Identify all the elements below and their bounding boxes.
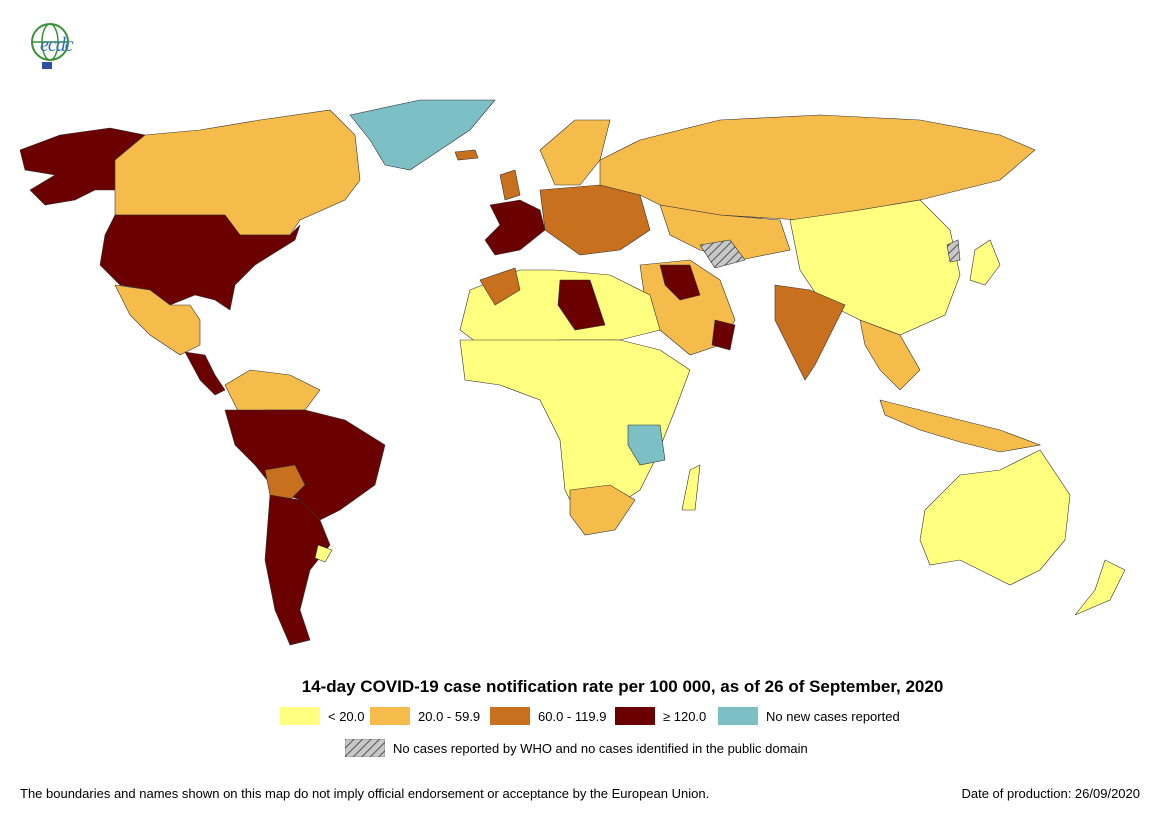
legend-item-no-data: No cases reported by WHO and no cases id…	[345, 739, 808, 757]
legend-swatch	[280, 707, 320, 725]
region-indonesia	[879, 399, 1042, 453]
region-southeast-asia	[859, 319, 921, 391]
country-greenland	[349, 99, 496, 171]
country-russia	[599, 114, 1036, 221]
legend-item: ≥ 120.0	[615, 707, 706, 725]
country-tanzania	[627, 424, 666, 466]
country-madagascar	[681, 464, 701, 511]
country-bolivia	[264, 464, 306, 501]
production-date: Date of production: 26/09/2020	[961, 786, 1140, 801]
country-uruguay	[314, 544, 333, 563]
hatch-swatch	[345, 739, 385, 757]
country-usa	[99, 214, 301, 311]
country-mexico	[114, 284, 201, 356]
country-iraq	[659, 264, 701, 301]
country-japan	[969, 239, 1001, 286]
legend-label: 60.0 - 119.9	[538, 708, 607, 724]
disclaimer: The boundaries and names shown on this m…	[20, 786, 710, 801]
legend-label: ≥ 120.0	[663, 708, 707, 724]
region-central-america	[184, 351, 226, 396]
country-south-africa	[569, 484, 636, 536]
country-uk	[499, 169, 521, 201]
legend-label: < 20.0	[328, 708, 365, 724]
region-northern-south-america	[224, 369, 321, 416]
region-central-asia	[659, 204, 791, 261]
country-india	[774, 284, 846, 381]
country-libya	[557, 279, 606, 331]
legend-swatch	[490, 707, 530, 725]
region-eastern-europe	[539, 184, 651, 256]
region-scandinavia	[539, 119, 611, 186]
country-iceland	[454, 149, 479, 161]
legend-label: No new cases reported	[766, 708, 900, 724]
country-alaska	[19, 127, 146, 206]
legend-item: 20.0 - 59.9	[370, 707, 480, 725]
world-map	[19, 99, 1126, 646]
legend-swatch	[370, 707, 410, 725]
legend-swatch	[615, 707, 655, 725]
legend: < 20.0 20.0 - 59.9 60.0 - 119.9 ≥ 120.0 …	[280, 707, 940, 767]
legend-label-no-data: No cases reported by WHO and no cases id…	[393, 740, 808, 756]
country-north-korea	[946, 239, 961, 263]
legend-label: 20.0 - 59.9	[418, 708, 481, 724]
country-new-zealand	[1074, 559, 1126, 616]
country-australia	[919, 449, 1071, 586]
region-south-america-central	[224, 409, 386, 521]
legend-item: 60.0 - 119.9	[490, 707, 606, 725]
region-western-europe	[484, 199, 546, 256]
legend-item: < 20.0	[280, 707, 365, 725]
ecdc-globe-logo	[31, 23, 69, 69]
logo-text: ecdc	[40, 34, 74, 56]
map-title: 14-day COVID-19 case notification rate p…	[301, 677, 944, 696]
legend-item: No new cases reported	[718, 707, 900, 725]
country-oman	[711, 319, 736, 351]
region-southern-cone	[264, 494, 331, 646]
legend-swatch	[718, 707, 758, 725]
country-morocco	[479, 267, 521, 306]
country-turkmenistan	[699, 239, 746, 269]
